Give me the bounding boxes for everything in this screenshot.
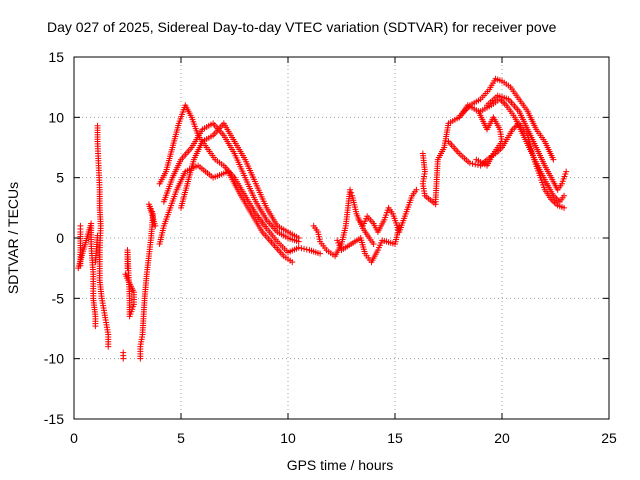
y-tick-label: -15 [44,411,64,427]
y-tick-label: 15 [48,49,64,65]
data-point [474,161,481,168]
data-point [370,241,377,248]
y-tick-label: -10 [44,351,64,367]
data-point [561,192,568,199]
chart-title: Day 027 of 2025, Sidereal Day-to-day VTE… [47,19,557,35]
data-point [472,161,479,168]
data-point [561,204,568,211]
data-point [152,222,159,229]
y-tick-label: 10 [48,109,64,125]
data-point [289,259,296,266]
data-point [347,186,354,193]
x-tick-label: 15 [387,430,403,446]
data-point [303,246,310,253]
data-point [413,186,420,193]
y-tick-label: 5 [56,170,64,186]
x-tick-label: 10 [280,430,296,446]
data-point [301,245,308,252]
data-point [348,189,355,196]
data-point [92,323,99,330]
data-point [466,160,473,167]
data-point [295,244,302,251]
y-axis-title: SDTVAR / TECUs [5,182,21,294]
x-tick-label: 25 [601,430,617,446]
axis-ticks: 0 5 10 15 20 25 -15 -10 -5 0 5 10 15 [44,49,617,446]
data-point [473,156,480,163]
x-axis-title: GPS time / hours [287,457,394,473]
data-point [298,245,305,252]
y-tick-label: -5 [52,290,65,306]
data-point [122,271,129,278]
x-tick-label: 0 [70,430,78,446]
data-point [105,343,112,350]
data-point [396,222,403,229]
y-tick-label: 0 [56,230,64,246]
data-point [295,235,302,241]
data-point [550,156,557,163]
x-tick-label: 5 [177,430,185,446]
x-tick-label: 20 [494,430,510,446]
data-point [317,250,324,257]
data-points [75,75,570,362]
data-point [120,355,127,362]
data-point [469,160,476,167]
data-point [563,168,570,175]
